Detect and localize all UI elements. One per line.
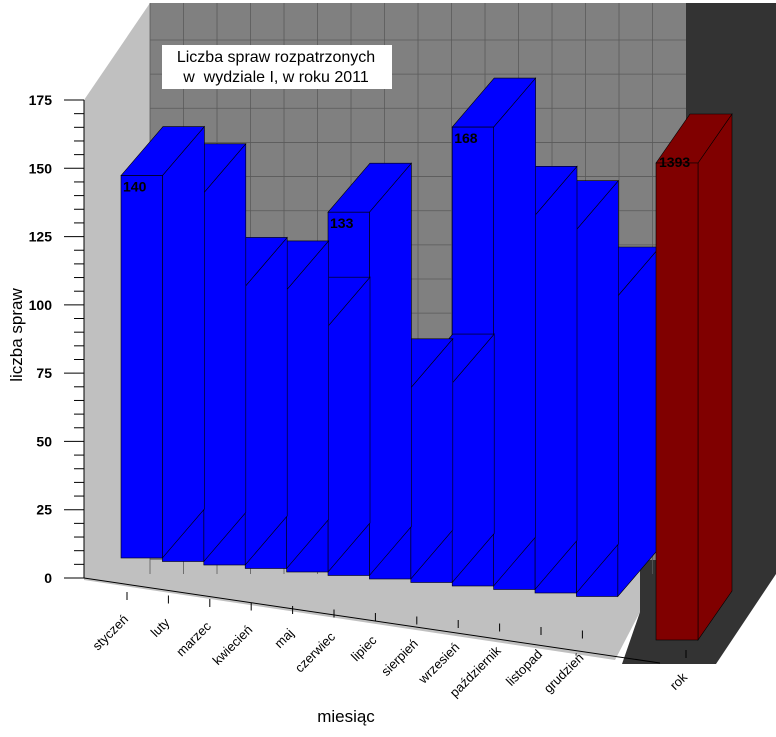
y-tick-label: 50 bbox=[36, 433, 52, 449]
y-tick-label: 125 bbox=[29, 229, 53, 245]
x-axis-line bbox=[83, 577, 661, 664]
x-tick-label: sierpień bbox=[378, 636, 421, 679]
bar-5-side bbox=[369, 162, 412, 577]
x-tick-label: rok bbox=[667, 669, 691, 693]
bar-5-value-label: 133 bbox=[330, 215, 354, 231]
bar-total: 1393 bbox=[655, 113, 733, 641]
bar-2-side bbox=[244, 236, 288, 566]
bar-total-front bbox=[655, 162, 699, 641]
y-tick-label: 25 bbox=[36, 502, 52, 518]
bar-3-side bbox=[286, 240, 329, 570]
bar-8-value-label: 168 bbox=[454, 130, 478, 146]
chart-title-box bbox=[162, 45, 392, 89]
bar-1-side bbox=[203, 142, 247, 563]
y-tick-label: 100 bbox=[29, 297, 53, 313]
bar-0-front bbox=[120, 175, 163, 559]
bar-10-side bbox=[576, 179, 619, 594]
x-tick-label: maj bbox=[271, 625, 296, 650]
x-tick-label: listopad bbox=[503, 647, 545, 689]
bar-total-value-label: 1393 bbox=[659, 154, 690, 170]
x-tick-label: marzec bbox=[173, 618, 214, 659]
x-tick-label: czerwiec bbox=[292, 629, 339, 676]
chart-title: Liczba spraw rozpatrzonych w wydziale I,… bbox=[162, 45, 392, 89]
y-tick-label: 75 bbox=[36, 365, 52, 381]
y-tick-label: 150 bbox=[29, 160, 53, 176]
x-tick-label: grudzień bbox=[541, 650, 587, 696]
bar-4-side bbox=[327, 276, 371, 573]
bar-8-side bbox=[493, 77, 536, 587]
y-tick-label: 175 bbox=[29, 92, 53, 108]
bars-group: 1101331371687370133901021021351401393 bbox=[120, 77, 733, 641]
x-tick-label: luty bbox=[148, 615, 173, 640]
bar-9-side bbox=[534, 165, 578, 591]
y-tick-label: 0 bbox=[44, 570, 52, 586]
bar-0-side bbox=[162, 125, 205, 559]
chart-title-line-2: w wydziale I, w roku 2011 bbox=[182, 69, 369, 86]
x-tick-label: lipiec bbox=[348, 632, 380, 664]
x-axis-title: miesiąc bbox=[317, 707, 375, 726]
bar-total-side bbox=[697, 113, 733, 641]
bar-0: 140 bbox=[120, 125, 206, 559]
chart-title-line-1: Liczba spraw rozpatrzonych bbox=[177, 49, 375, 66]
x-tick-label: kwiecień bbox=[209, 622, 255, 668]
bar-0-value-label: 140 bbox=[123, 179, 147, 195]
y-axis-title: liczba spraw bbox=[7, 288, 26, 382]
bar-11-side bbox=[617, 246, 661, 598]
x-tick-label: styczeń bbox=[89, 612, 131, 654]
